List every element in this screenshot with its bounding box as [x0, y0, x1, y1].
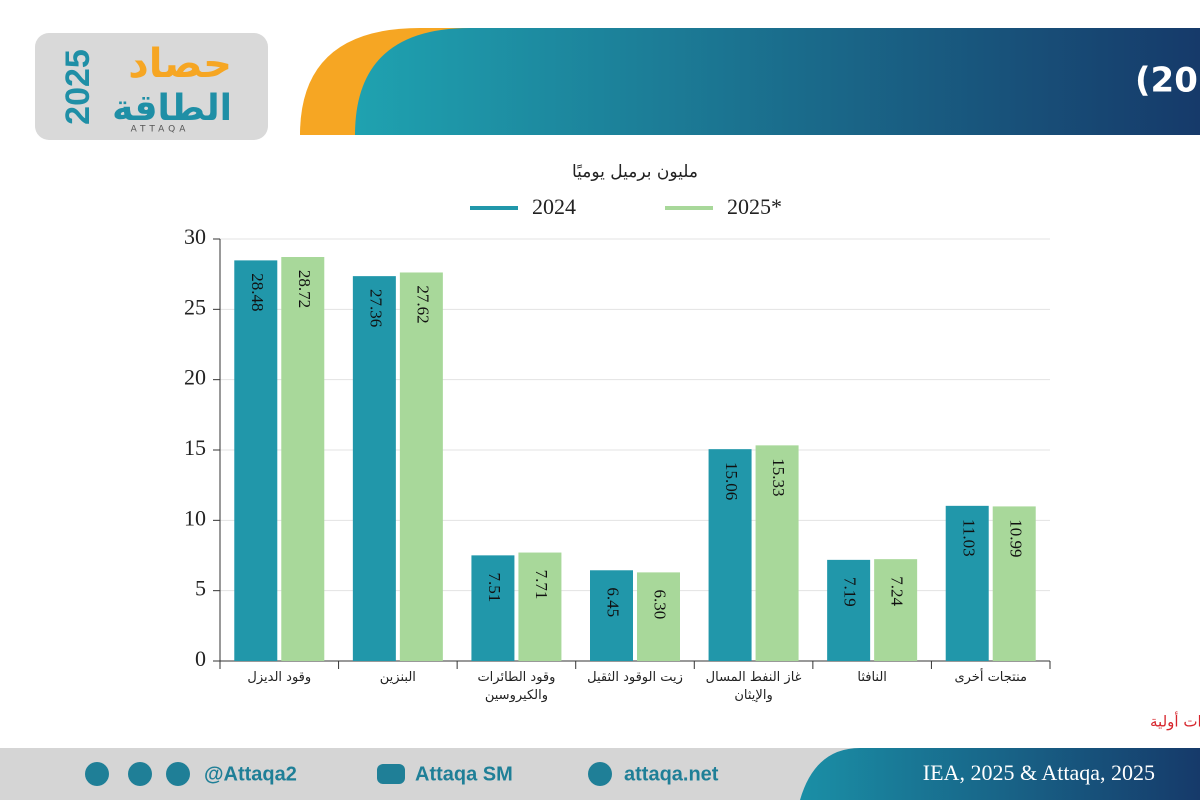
- x-tick-label: وقود الطائرات والكيروسين: [477, 670, 556, 703]
- y-tick-label: 0: [195, 646, 206, 671]
- legend-label: 2024: [532, 194, 576, 219]
- value-label: 28.48: [248, 273, 267, 311]
- footer-website[interactable]: attaqa.net: [624, 763, 719, 785]
- footer-handle[interactable]: @Attaqa2: [204, 763, 297, 785]
- y-tick-label: 10: [184, 505, 206, 530]
- bar: [471, 555, 515, 661]
- y-tick-label: 25: [184, 294, 206, 319]
- bar: [352, 276, 396, 661]
- bar: [281, 257, 325, 661]
- value-label: 10.99: [1006, 519, 1025, 557]
- logo-year: 2025: [59, 49, 97, 125]
- bar: [637, 572, 680, 661]
- value-label: 6.45: [604, 587, 623, 617]
- value-label: 28.72: [295, 270, 314, 308]
- source: IEA, 2025 & Attaqa, 2025: [923, 760, 1155, 785]
- x-tick-label: النافثا: [857, 670, 887, 685]
- value-label: 7.19: [841, 577, 860, 607]
- y-tick-label: 20: [184, 365, 206, 390]
- value-label: 27.62: [413, 285, 432, 323]
- header-banner: [355, 28, 1200, 135]
- logo-box: [35, 33, 268, 140]
- logo-harvest: حصاد: [128, 41, 232, 87]
- logo-latin: ATTAQA: [131, 125, 190, 135]
- bar: [992, 506, 1036, 661]
- legend-label: 2025*: [727, 194, 782, 219]
- bar: [234, 260, 278, 661]
- youtube-icon[interactable]: [377, 764, 405, 784]
- instagram-icon[interactable]: [128, 762, 152, 786]
- x-tick-label: وقود الديزل: [247, 670, 312, 685]
- bar: [827, 559, 871, 661]
- value-label: 11.03: [959, 519, 978, 557]
- value-label: 7.24: [888, 576, 907, 606]
- y-tick-label: 15: [184, 435, 206, 460]
- value-label: 15.33: [769, 458, 788, 496]
- x-icon[interactable]: [85, 762, 109, 786]
- value-label: 7.51: [485, 572, 504, 602]
- bar: [945, 505, 989, 661]
- value-label: 15.06: [722, 462, 741, 500]
- bar: [708, 449, 752, 661]
- footer-youtube[interactable]: Attaqa SM: [415, 763, 513, 785]
- x-tick-label: منتجات أخرى: [954, 670, 1027, 685]
- y-tick-label: 5: [195, 576, 206, 601]
- bar: [518, 552, 562, 661]
- facebook-icon[interactable]: [166, 762, 190, 786]
- source-block: [800, 748, 1200, 800]
- bar: [590, 570, 633, 661]
- value-label: 7.71: [532, 570, 551, 600]
- value-label: 6.30: [651, 590, 670, 620]
- chart-title: الطلب على النفط حسب نوع الوقود (2024-202…: [1135, 61, 1200, 101]
- y-tick-label: 30: [184, 224, 206, 249]
- footnote: * تقديرات أولية: [1150, 712, 1200, 731]
- web-icon[interactable]: [588, 762, 612, 786]
- logo-brand: الطاقة: [112, 88, 232, 129]
- x-tick-label: غاز النفط المسال والإيثان: [705, 670, 802, 703]
- bar: [755, 445, 799, 661]
- x-tick-label: البنزين: [379, 670, 416, 685]
- y-axis-label: مليون برميل يوميًا: [572, 162, 698, 182]
- bar: [399, 272, 443, 661]
- bar: [874, 559, 918, 661]
- value-label: 27.36: [366, 289, 385, 327]
- x-tick-label: زيت الوقود الثقيل: [587, 670, 683, 685]
